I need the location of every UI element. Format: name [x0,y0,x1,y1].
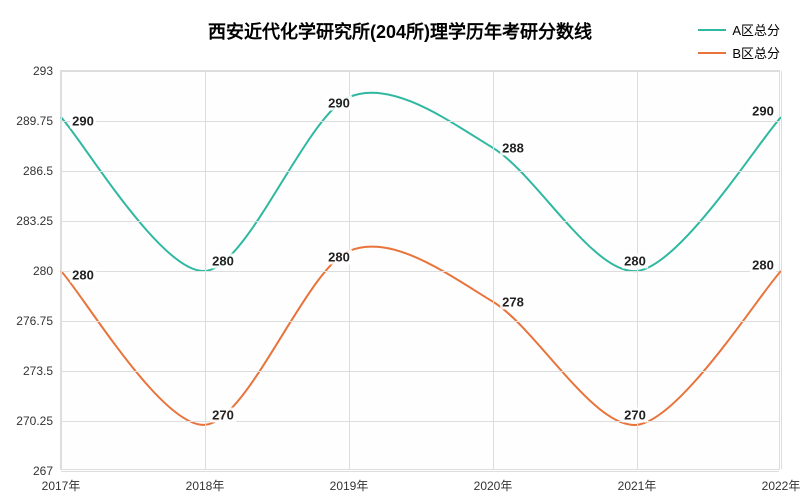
y-tick-label: 273.5 [23,364,53,378]
chart-container: 西安近代化学研究所(204所)理学历年考研分数线 A区总分B区总分 267270… [0,0,800,500]
gridline-h [61,171,779,172]
y-tick-label: 286.5 [23,164,53,178]
x-tick-label: 2018年 [186,477,225,494]
y-tick-label: 270.25 [16,414,53,428]
gridline-h [61,121,779,122]
y-tick-label: 289.75 [16,114,53,128]
legend-label: A区总分 [732,20,780,39]
x-tick-label: 2022年 [762,477,800,494]
x-tick-label: 2019年 [330,477,369,494]
data-label: 290 [326,96,352,111]
gridline-v [781,71,782,469]
gridline-h [61,271,779,272]
data-label: 280 [70,268,96,283]
y-tick-label: 267 [33,464,53,478]
plot-area: 267270.25273.5276.75280283.25286.5289.75… [60,70,780,470]
chart-title: 西安近代化学研究所(204所)理学历年考研分数线 [208,18,592,44]
legend-item: A区总分 [698,20,780,39]
data-label: 280 [622,254,648,269]
data-label: 288 [500,140,526,155]
legend: A区总分 B区总分 [698,20,780,66]
gridline-v [61,71,62,469]
y-tick-label: 293 [33,64,53,78]
x-tick-label: 2021年 [618,477,657,494]
y-tick-label: 280 [33,264,53,278]
legend-swatch [698,29,726,31]
data-label: 280 [326,250,352,265]
data-label: 280 [210,254,236,269]
gridline-h [61,421,779,422]
data-label: 270 [210,407,236,422]
x-tick-label: 2017年 [42,477,81,494]
y-tick-label: 283.25 [16,214,53,228]
data-label: 290 [70,114,96,129]
gridline-h [61,221,779,222]
gridline-h [61,371,779,372]
data-label: 280 [750,258,776,273]
data-label: 278 [500,294,526,309]
series-line [61,93,781,271]
y-tick-label: 276.75 [16,314,53,328]
series-line [61,247,781,425]
gridline-h [61,321,779,322]
legend-label: B区总分 [732,43,780,62]
gridline-h [61,71,779,72]
gridline-v [205,71,206,469]
x-tick-label: 2020年 [474,477,513,494]
legend-item: B区总分 [698,43,780,62]
gridline-v [493,71,494,469]
gridline-h [61,471,779,472]
data-label: 290 [750,104,776,119]
gridline-v [349,71,350,469]
data-label: 270 [622,407,648,422]
legend-swatch [698,52,726,54]
